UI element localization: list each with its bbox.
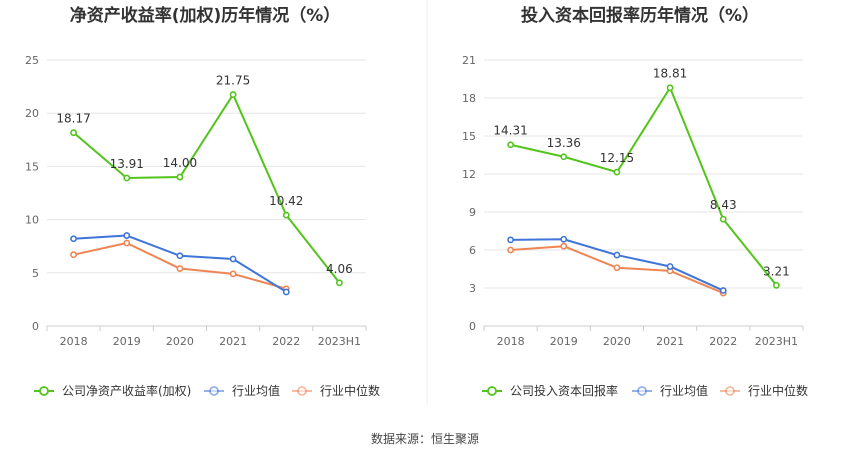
- y-tick-label: 0: [32, 320, 39, 333]
- x-tick-label: 2022: [272, 335, 300, 348]
- x-tick-label: 2020: [603, 335, 631, 348]
- data-point: [176, 173, 184, 181]
- data-point: [229, 91, 237, 98]
- legend-marker: [487, 386, 497, 396]
- data-label: 13.36: [547, 136, 581, 150]
- data-point: [229, 270, 237, 278]
- data-label: 18.81: [653, 67, 687, 81]
- data-point: [176, 252, 184, 260]
- y-tick-label: 5: [32, 267, 39, 280]
- data-label: 8.43: [710, 198, 737, 212]
- data-point: [773, 281, 780, 289]
- y-tick-label: 3: [469, 282, 476, 295]
- y-tick-label: 12: [462, 168, 476, 181]
- data-point: [282, 211, 290, 219]
- data-point: [613, 168, 621, 176]
- data-label: 13.91: [110, 157, 144, 171]
- data-label: 4.06: [326, 262, 353, 276]
- y-tick-label: 9: [469, 206, 476, 219]
- data-point: [70, 251, 77, 259]
- x-tick-label: 2020: [166, 335, 194, 348]
- data-label: 21.75: [216, 74, 250, 88]
- data-point: [719, 287, 727, 294]
- data-label: 14.31: [493, 124, 527, 138]
- x-tick-label: 2018: [60, 335, 88, 348]
- data-label: 18.17: [56, 112, 90, 126]
- legend-label: 公司净资产收益率(加权): [62, 383, 191, 398]
- chart-title: 投入资本回报率历年情况（%）: [521, 5, 759, 26]
- x-tick-label: 2023H1: [318, 335, 361, 348]
- data-label: 14.00: [163, 156, 197, 170]
- data-point: [613, 251, 621, 259]
- legend-marker: [297, 386, 307, 396]
- data-point: [336, 279, 343, 287]
- data-point: [507, 236, 514, 244]
- y-tick-label: 25: [25, 54, 39, 67]
- data-source: 数据来源：恒生聚源: [370, 432, 479, 446]
- legend-label: 行业中位数: [320, 383, 380, 398]
- data-point: [70, 235, 77, 243]
- legend-label: 行业均值: [232, 383, 280, 398]
- data-point: [560, 242, 568, 250]
- x-tick-label: 2019: [550, 335, 578, 348]
- data-point: [282, 288, 290, 296]
- data-point: [123, 174, 131, 182]
- y-tick-label: 10: [25, 214, 39, 227]
- x-tick-label: 2023H1: [755, 335, 798, 348]
- y-tick-label: 18: [462, 92, 476, 105]
- data-point: [507, 141, 514, 149]
- data-point: [560, 153, 568, 161]
- series-line: [510, 86, 778, 286]
- data-point: [123, 239, 131, 247]
- data-point: [507, 246, 514, 254]
- legend-label: 行业均值: [660, 383, 708, 398]
- y-tick-label: 20: [25, 107, 39, 120]
- x-tick-label: 2019: [113, 335, 141, 348]
- y-tick-label: 6: [469, 244, 476, 257]
- x-tick-label: 2018: [497, 335, 525, 348]
- y-tick-label: 21: [462, 54, 476, 67]
- legend-label: 行业中位数: [748, 383, 808, 398]
- data-point: [176, 265, 184, 272]
- x-tick-label: 2021: [656, 335, 684, 348]
- series-line: [72, 93, 341, 284]
- y-tick-label: 15: [462, 130, 476, 143]
- data-label: 10.42: [269, 194, 303, 208]
- data-point: [666, 263, 674, 270]
- legend-label: 公司投入资本回报率: [510, 383, 618, 398]
- data-point: [123, 232, 131, 239]
- chart-title: 净资产收益率(加权)历年情况（%）: [70, 5, 341, 26]
- x-tick-label: 2022: [709, 335, 737, 348]
- data-point: [70, 129, 77, 137]
- y-tick-label: 15: [25, 160, 39, 173]
- legend-marker: [209, 386, 219, 396]
- data-point: [613, 264, 621, 272]
- data-label: 3.21: [763, 264, 790, 278]
- data-point: [560, 235, 568, 243]
- data-point: [666, 84, 674, 92]
- legend-marker: [39, 386, 49, 396]
- series-line: [73, 234, 287, 293]
- x-tick-label: 2021: [219, 335, 247, 348]
- data-point: [719, 215, 727, 223]
- y-tick-label: 0: [469, 320, 476, 333]
- data-point: [229, 255, 237, 263]
- legend-marker: [637, 386, 647, 396]
- legend-marker: [725, 386, 735, 396]
- data-label: 12.15: [600, 151, 634, 165]
